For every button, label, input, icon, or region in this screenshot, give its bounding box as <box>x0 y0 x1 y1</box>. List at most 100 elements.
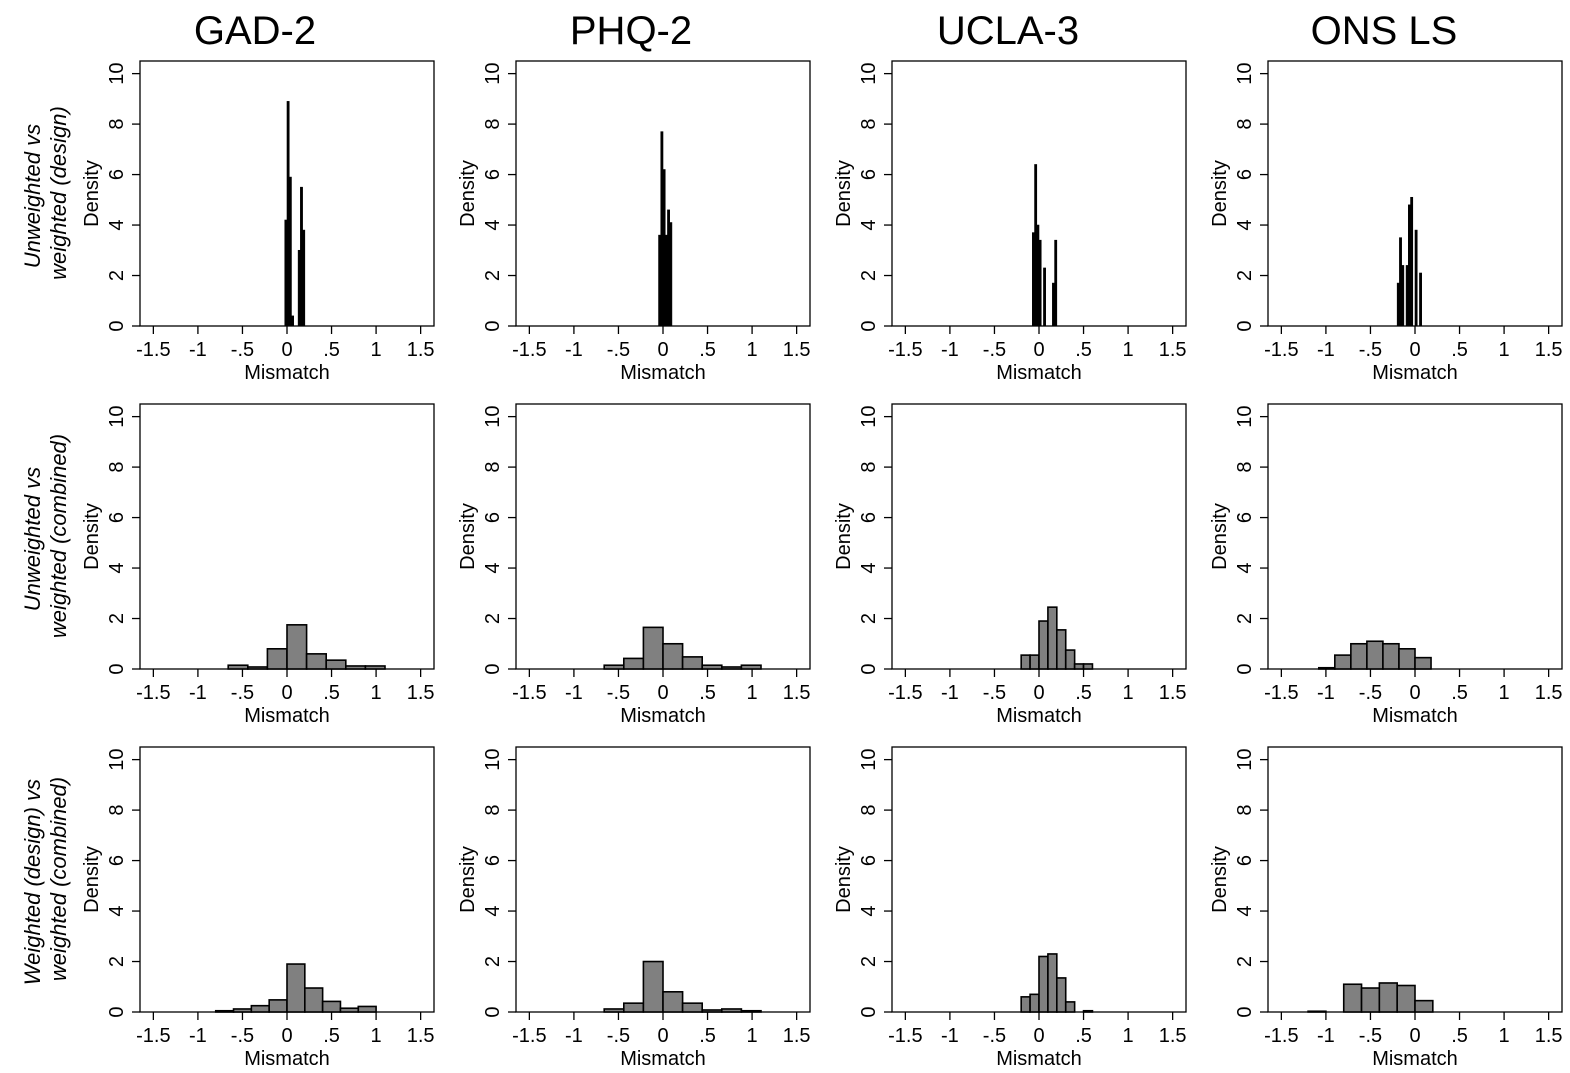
histogram-bar <box>1396 282 1400 327</box>
y-tick-label: 0 <box>1234 320 1256 331</box>
y-tick-label: 6 <box>1234 855 1256 866</box>
histogram-bar <box>1038 955 1049 1013</box>
x-tick-label: -.5 <box>231 1025 254 1047</box>
x-tick-label: -1 <box>189 339 207 361</box>
y-tick-label: 6 <box>482 512 504 523</box>
x-tick-label: -1 <box>189 682 207 704</box>
histogram-bar <box>268 999 288 1013</box>
y-tick-label: 4 <box>106 219 128 230</box>
y-tick-label: 6 <box>106 855 128 866</box>
row-label-1-line-1: Unweighted vs <box>20 124 45 268</box>
histogram-bar <box>1408 204 1411 327</box>
x-tick-label: .5 <box>699 339 716 361</box>
x-axis-title: Mismatch <box>996 705 1082 727</box>
x-axis-title: Mismatch <box>244 705 330 727</box>
y-tick-label: 2 <box>1234 613 1256 624</box>
x-tick-label: -1 <box>565 1025 583 1047</box>
y-tick-label: 10 <box>106 748 128 770</box>
y-tick-label: 10 <box>106 405 128 427</box>
y-tick-label: 2 <box>858 613 880 624</box>
histogram-panel-r3-c2: 0 2 4 6 8 10 -1.5 -1 -.5 0 .5 1 1.5 Mismatch Density <box>457 746 811 1070</box>
x-tick-label: -.5 <box>607 682 630 704</box>
histogram-panel-r3-c1: 0 2 4 6 8 10 -1.5 -1 -.5 0 .5 1 1.5 Mismatch Density <box>81 746 435 1070</box>
x-tick-label: -1 <box>565 339 583 361</box>
y-tick-label: 6 <box>106 169 128 180</box>
histogram-bar <box>227 664 249 670</box>
histogram-bar <box>740 664 762 670</box>
x-tick-label: -1.5 <box>136 339 170 361</box>
x-tick-label: 1.5 <box>1535 682 1563 704</box>
y-tick-label: 10 <box>482 62 504 84</box>
y-tick-label: 6 <box>858 855 880 866</box>
y-tick-label: 0 <box>858 1006 880 1017</box>
x-axis-title: Mismatch <box>996 1048 1082 1070</box>
x-tick-label: 1 <box>1499 682 1510 704</box>
histogram-bar <box>1038 239 1042 327</box>
histogram-bar <box>1401 265 1405 327</box>
y-tick-label: 0 <box>1234 1006 1256 1017</box>
x-tick-label: -1.5 <box>888 1025 922 1047</box>
x-tick-label: 0 <box>281 682 292 704</box>
x-tick-label: 0 <box>1409 682 1420 704</box>
histogram-bar <box>1064 1001 1076 1013</box>
y-tick-label: 4 <box>106 562 128 573</box>
histogram-bar <box>1396 984 1416 1013</box>
y-tick-label: 2 <box>1234 956 1256 967</box>
histogram-bar <box>701 664 723 670</box>
x-tick-label: 1.5 <box>783 339 811 361</box>
histogram-bar <box>305 653 328 670</box>
row-label-3-line-2: weighted (combined) <box>46 777 71 981</box>
histogram-bar <box>1414 229 1418 327</box>
x-tick-label: -1.5 <box>512 682 546 704</box>
x-tick-label: -1.5 <box>136 682 170 704</box>
histogram-bar <box>1414 999 1434 1013</box>
x-tick-label: -1 <box>941 1025 959 1047</box>
histogram-panel-r2-c3: 0 2 4 6 8 10 -1.5 -1 -.5 0 .5 1 1.5 Mismatch Density <box>833 403 1187 727</box>
y-tick-label: 2 <box>482 270 504 281</box>
x-tick-label: -1 <box>1317 682 1335 704</box>
x-tick-label: 0 <box>657 339 668 361</box>
histogram-bar <box>266 648 288 670</box>
x-tick-label: -1 <box>1317 1025 1335 1047</box>
y-axis-title: Density <box>81 503 103 570</box>
y-tick-label: 4 <box>482 219 504 230</box>
y-axis-title: Density <box>833 503 855 570</box>
histogram-bar <box>1414 656 1432 670</box>
y-tick-label: 0 <box>482 1006 504 1017</box>
column-title-onsls: ONS LS <box>1311 9 1458 53</box>
y-axis-title: Density <box>81 160 103 227</box>
x-tick-label: -.5 <box>1359 682 1382 704</box>
x-tick-label: 1.5 <box>1159 339 1187 361</box>
x-tick-label: 0 <box>1409 339 1420 361</box>
plot-frame <box>515 403 811 670</box>
x-axis-title: Mismatch <box>244 1048 330 1070</box>
histogram-panel-r2-c2: 0 2 4 6 8 10 -1.5 -1 -.5 0 .5 1 1.5 Mismatch Density <box>457 403 811 727</box>
histogram-bar <box>662 169 666 327</box>
row-label-3-line-1: Weighted (design) vs <box>20 779 45 985</box>
histogram-bar <box>286 101 290 327</box>
histogram-bar <box>321 1000 342 1013</box>
histogram-panel-r1-c3: 0 2 4 6 8 10 -1.5 -1 -.5 0 .5 1 1.5 Mismatch Density <box>833 60 1187 384</box>
histogram-bar <box>1054 239 1058 327</box>
histogram-bar <box>304 987 324 1013</box>
histogram-bar <box>1378 982 1398 1013</box>
x-tick-label: .5 <box>323 682 340 704</box>
x-tick-label: -1.5 <box>1264 1025 1298 1047</box>
x-tick-label: -1 <box>1317 339 1335 361</box>
y-tick-label: 8 <box>1234 462 1256 473</box>
x-axis-title: Mismatch <box>620 1048 706 1070</box>
y-tick-label: 6 <box>1234 169 1256 180</box>
x-tick-label: -1.5 <box>512 1025 546 1047</box>
y-tick-label: 0 <box>106 1006 128 1017</box>
y-tick-label: 10 <box>106 62 128 84</box>
histogram-bar <box>1398 648 1416 670</box>
histogram-bar <box>1419 272 1422 327</box>
histogram-panel-r1-c1: 0 2 4 6 8 10 -1.5 -1 -.5 0 .5 1 1.5 Mismatch Density <box>81 60 435 384</box>
histogram-bar <box>1342 983 1363 1013</box>
y-tick-label: 2 <box>858 956 880 967</box>
histogram-bar <box>297 249 301 327</box>
x-tick-label: 1.5 <box>407 682 435 704</box>
histogram-bar <box>1334 654 1352 670</box>
y-tick-label: 2 <box>858 270 880 281</box>
